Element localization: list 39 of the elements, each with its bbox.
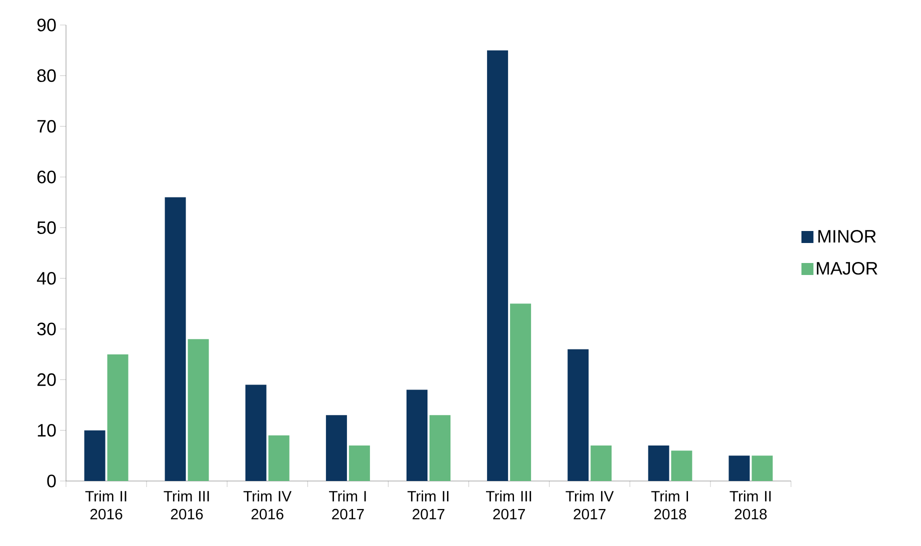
y-tick-label: 30 — [37, 322, 56, 336]
x-tick-label: Trim II 2018 — [730, 490, 771, 520]
y-tick-label: 10 — [38, 424, 56, 437]
y-tick-label: 50 — [37, 221, 56, 234]
x-tick-label: Trim II 2016 — [85, 490, 126, 520]
bar — [752, 456, 773, 481]
bar — [728, 456, 750, 481]
bar — [245, 384, 266, 481]
y-tick-label: 80 — [37, 69, 56, 82]
y-tick-label: 40 — [36, 272, 56, 285]
y-tick-label: 0 — [47, 474, 56, 488]
bar — [648, 446, 670, 481]
x-tick-label: Trim I 2017 — [329, 490, 366, 520]
bar — [487, 50, 508, 481]
bar — [268, 435, 290, 481]
legend-label: MINOR — [818, 230, 876, 243]
y-tick-label: 60 — [37, 170, 56, 184]
x-tick-label: Trim III 2016 — [164, 490, 209, 520]
x-tick-label: Trim II 2017 — [408, 490, 448, 520]
bar — [406, 390, 428, 481]
bar — [164, 197, 186, 481]
bar — [590, 446, 612, 481]
x-tick-label: Trim IV 2016 — [244, 490, 292, 520]
bar — [84, 430, 106, 481]
y-tick-label: 70 — [37, 120, 56, 133]
bar — [107, 354, 128, 481]
bar — [510, 304, 532, 481]
bar — [326, 415, 347, 481]
bar — [188, 339, 209, 481]
bar — [671, 450, 692, 481]
x-tick-label: Trim III 2017 — [486, 490, 532, 520]
y-tick-label: 90 — [37, 18, 56, 32]
x-tick-label: Trim IV 2017 — [566, 490, 614, 520]
bar — [429, 415, 450, 481]
bar — [348, 446, 370, 481]
bar — [568, 349, 589, 481]
x-tick-label: Trim I 2018 — [651, 490, 688, 520]
y-tick-label: 20 — [37, 373, 56, 386]
legend-label: MAJOR — [816, 262, 878, 275]
